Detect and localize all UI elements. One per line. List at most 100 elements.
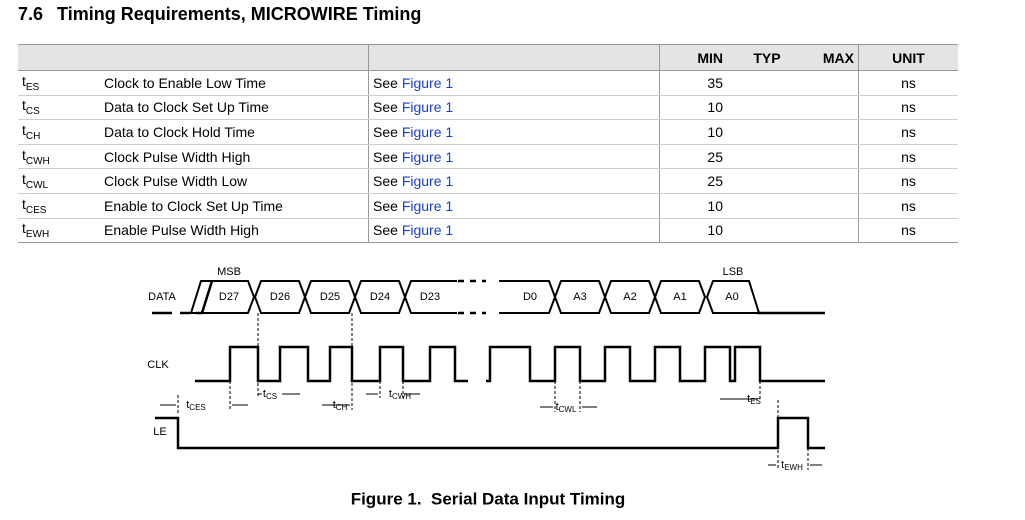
symbol-cell: tCS: [18, 95, 100, 121]
bit-label: D24: [370, 291, 390, 303]
table-row: tCS Data to Clock Set Up Time See Figure 1…: [18, 95, 958, 121]
break-dashes: [458, 279, 486, 315]
timing-label: tCS: [263, 388, 277, 401]
guide-lines: [177, 313, 809, 470]
typ-value: [731, 168, 803, 194]
figure-link[interactable]: Figure 1: [401, 99, 454, 116]
bus-cell: [404, 280, 457, 314]
min-value: 10: [659, 193, 731, 219]
see-text: See: [373, 197, 398, 214]
min-value: 25: [659, 168, 731, 194]
reference-cell: See Figure 1: [368, 70, 660, 96]
typ-value: [731, 95, 803, 121]
table-row: tCWL Clock Pulse Width Low See Figure 1 25 n…: [18, 168, 958, 194]
symbol-cell: tCWL: [18, 168, 100, 194]
table-row: tCH Data to Clock Hold Time See Figure 1 10…: [18, 119, 958, 145]
lsb-label: LSB: [723, 266, 744, 278]
typ-value: [731, 70, 803, 96]
symbol: t: [22, 220, 26, 237]
max-value: [803, 218, 859, 244]
min-value: 10: [659, 218, 731, 244]
timing-label: tCWL: [556, 401, 577, 414]
typ-value: [731, 144, 803, 170]
reference-cell: See Figure 1: [368, 144, 660, 170]
header-max: MAX: [803, 44, 859, 71]
see-text: See: [373, 123, 398, 140]
figure-link[interactable]: Figure 1: [401, 74, 454, 91]
table-row: tCWH Clock Pulse Width High See Figure 1 25…: [18, 144, 958, 170]
clk-wave: [486, 345, 825, 383]
bit-label: D26: [270, 291, 290, 303]
symbol-cell: tCH: [18, 119, 100, 145]
parameter: Enable to Clock Set Up Time: [100, 193, 369, 219]
unit: ns: [858, 144, 958, 170]
parameter: Enable Pulse Width High: [100, 218, 369, 244]
timing-diagram: DATA CLK LE MSB LSB D27 D26 D25 D24 D23 D0 A3 A2 A1 A0…: [147, 266, 825, 508]
timing-subscript: CH: [336, 403, 348, 412]
timing-symbol: t: [186, 399, 189, 411]
timing-subscript: CS: [266, 392, 277, 401]
max-value: [803, 119, 859, 145]
table-row: tCES Enable to Clock Set Up Time See Figur…: [18, 193, 958, 219]
symbol-subscript: CWH: [25, 155, 50, 167]
figure-caption: Figure 1. Serial Data Input Timing: [351, 489, 626, 508]
unit: ns: [858, 95, 958, 121]
timing-symbol: t: [556, 401, 559, 413]
symbol-subscript: CES: [25, 204, 47, 216]
timing-subscript: ES: [750, 397, 761, 406]
msb-label: MSB: [217, 266, 241, 278]
figure-link[interactable]: Figure 1: [401, 197, 454, 214]
clk-wave: [195, 345, 468, 383]
symbol: t: [22, 72, 26, 89]
header-cell: [100, 44, 369, 71]
figure-link[interactable]: Figure 1: [401, 148, 454, 165]
header-unit: UNIT: [858, 44, 958, 71]
header-cell: [18, 44, 100, 71]
see-text: See: [373, 222, 398, 239]
typ-value: [731, 193, 803, 219]
max-value: [803, 144, 859, 170]
max-value: [803, 70, 859, 96]
typ-value: [731, 119, 803, 145]
symbol-subscript: CH: [25, 130, 41, 142]
min-value: 35: [659, 70, 731, 96]
reference-cell: See Figure 1: [368, 168, 660, 194]
header-cell: [368, 44, 660, 71]
bus-cell: [705, 280, 761, 314]
figure-link[interactable]: Figure 1: [401, 123, 454, 140]
symbol-subscript: ES: [25, 81, 40, 93]
symbol-cell: tES: [18, 70, 100, 96]
min-value: 10: [659, 119, 731, 145]
timing-label: tCH: [333, 399, 348, 412]
parameter: Clock Pulse Width High: [100, 144, 369, 170]
header-typ: TYP: [731, 44, 803, 71]
parameter: Data to Clock Hold Time: [100, 119, 369, 145]
timing-symbol: t: [263, 388, 266, 400]
parameter: Data to Clock Set Up Time: [100, 95, 369, 121]
min-value: 10: [659, 95, 731, 121]
timing-subscript: CWH: [392, 392, 411, 401]
bus-cell: [653, 280, 707, 314]
symbol: t: [22, 97, 26, 114]
figure-link[interactable]: Figure 1: [401, 222, 454, 239]
figure-link[interactable]: Figure 1: [401, 173, 454, 190]
symbol: t: [22, 146, 26, 163]
reference-cell: See Figure 1: [368, 119, 660, 145]
parameter: Clock to Enable Low Time: [100, 70, 369, 96]
timing-label: tCES: [186, 399, 206, 412]
unit: ns: [858, 70, 958, 96]
timing-subscript: CWL: [559, 405, 577, 414]
bit-label: A1: [673, 291, 686, 303]
max-value: [803, 193, 859, 219]
header-min: MIN: [659, 44, 731, 71]
timing-label: tCWH: [389, 388, 411, 401]
timing-symbol: t: [389, 388, 392, 400]
section-number: 7.6: [18, 4, 44, 24]
signal-label: DATA: [148, 291, 176, 303]
see-text: See: [373, 148, 398, 165]
bit-label: A2: [623, 291, 636, 303]
bit-label: A0: [725, 291, 738, 303]
reference-cell: See Figure 1: [368, 193, 660, 219]
